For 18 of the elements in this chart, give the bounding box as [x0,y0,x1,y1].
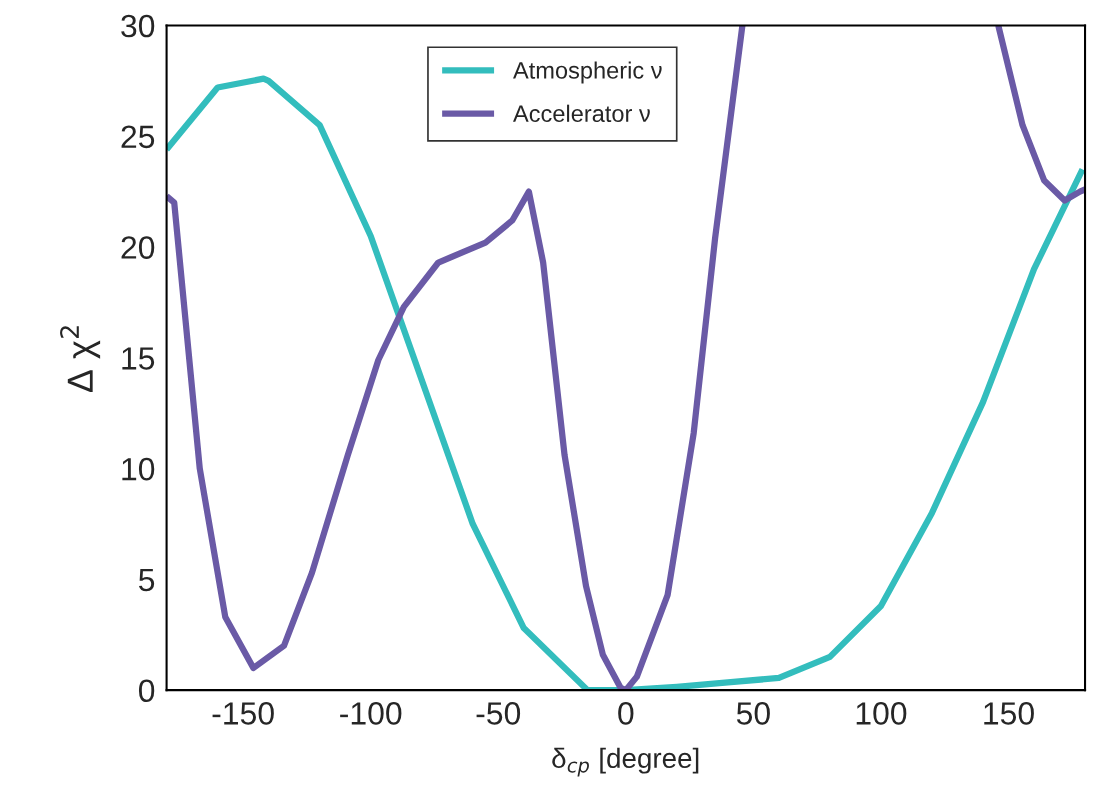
y-tick-label: 0 [138,679,155,703]
legend-label: Atmospheric ν [513,61,662,84]
x-tick-label: -150 [212,702,274,725]
y-tick-label: 20 [121,236,155,259]
x-tick-label: -100 [340,702,402,725]
y-tick-label: 25 [121,125,155,149]
y-tick-label: 15 [122,347,155,370]
y-tick-label: 5 [138,568,155,592]
y-tick-label: 10 [122,457,155,481]
y-axis-title: Δ χ$^{2}$ [60,326,101,393]
x-tick-label: 100 [856,702,907,725]
x-tick-label: 50 [736,702,770,725]
x-tick-label: 150 [984,702,1034,725]
legend-label: Accelerator ν [513,104,650,123]
x-axis-title: δ$_{cp}$ [degree] [552,747,699,777]
x-tick-label: 0 [618,702,634,725]
x-tick-label: -50 [476,702,521,725]
y-tick-label: 30 [121,14,155,38]
